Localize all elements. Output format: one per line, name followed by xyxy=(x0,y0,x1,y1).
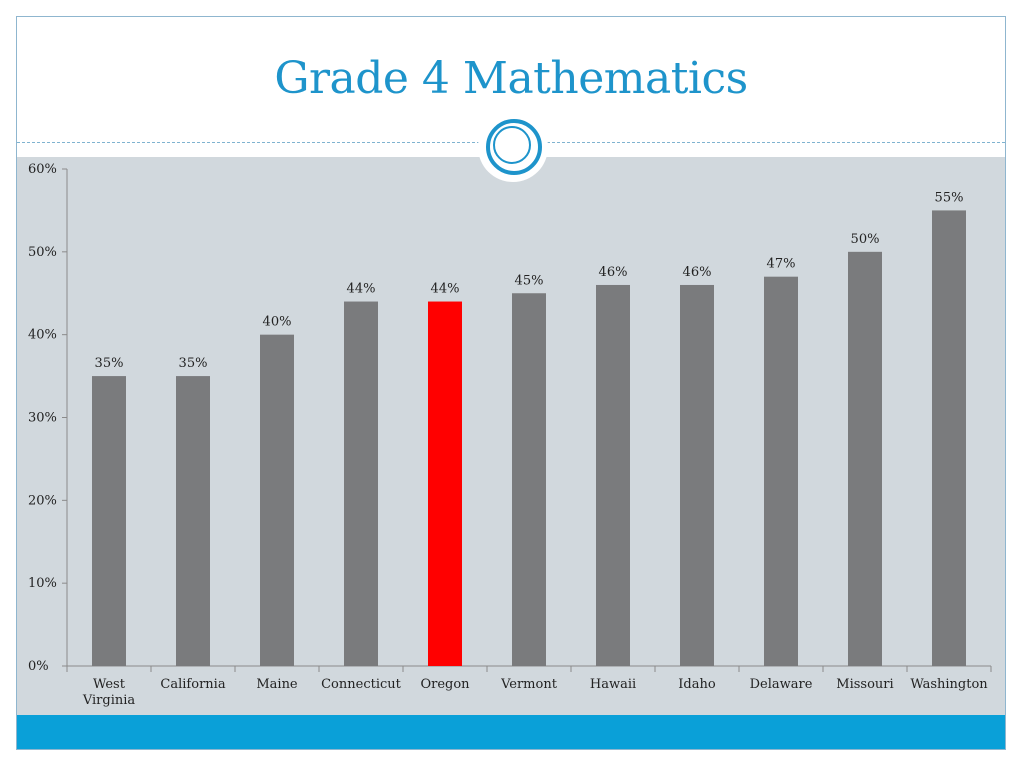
y-tick-label: 50% xyxy=(28,245,57,260)
x-tick-label-line: Missouri xyxy=(836,677,893,692)
x-tick-label: Idaho xyxy=(678,677,716,692)
x-tick-label-line: Washington xyxy=(910,677,988,692)
bar-value-label: 46% xyxy=(683,265,712,280)
slide-title: Grade 4 Mathematics xyxy=(274,53,748,104)
x-tick-label: Oregon xyxy=(420,677,470,692)
bar-value-label: 55% xyxy=(935,190,964,205)
circle-ornament-inner xyxy=(493,126,531,164)
x-tick-label: Washington xyxy=(910,677,988,692)
bar xyxy=(92,376,126,666)
bar xyxy=(596,284,630,666)
x-tick-label: Maine xyxy=(256,677,298,692)
x-tick-label-line: California xyxy=(160,677,225,692)
bar-value-label: 40% xyxy=(263,315,292,330)
x-tick-label-line: Delaware xyxy=(750,677,813,692)
x-tick-label: Delaware xyxy=(750,677,813,692)
bar-value-label: 44% xyxy=(431,282,460,297)
x-tick-label: West Virginia xyxy=(82,677,136,708)
bar xyxy=(428,301,462,666)
x-tick-label-line: Idaho xyxy=(678,677,716,692)
x-tick-label-line: Oregon xyxy=(420,677,470,692)
footer-bar xyxy=(17,715,1005,749)
bar-value-label: 46% xyxy=(599,265,628,280)
bar xyxy=(680,284,714,666)
x-tick-label: California xyxy=(160,677,225,692)
bar-value-label: 44% xyxy=(347,282,376,297)
bar xyxy=(848,251,882,667)
bar-value-label: 50% xyxy=(851,232,880,247)
y-tick-label: 30% xyxy=(28,411,57,426)
x-tick-label-line: Vermont xyxy=(500,677,558,692)
bar xyxy=(344,301,378,666)
bar xyxy=(260,334,294,666)
bar-value-label: 45% xyxy=(515,273,544,288)
y-tick-label: 20% xyxy=(28,493,57,508)
x-tick-label: Missouri xyxy=(836,677,893,692)
x-tick-label: Vermont xyxy=(500,677,558,692)
bar xyxy=(512,293,546,666)
y-tick-label: 60% xyxy=(28,162,57,177)
bar-value-label: 35% xyxy=(179,356,208,371)
x-tick-label-line: Hawaii xyxy=(590,677,636,692)
bar xyxy=(764,276,798,666)
y-tick-label: 10% xyxy=(28,576,57,591)
x-tick-label-line: Virginia xyxy=(82,693,136,708)
bar xyxy=(932,210,966,666)
bar-value-label: 35% xyxy=(95,356,124,371)
x-tick-label-line: West xyxy=(93,677,126,692)
bar xyxy=(176,376,210,666)
x-tick-label: Hawaii xyxy=(590,677,636,692)
x-tick-label: Connecticut xyxy=(321,677,402,692)
y-tick-label: 40% xyxy=(28,328,57,343)
x-tick-label-line: Maine xyxy=(256,677,298,692)
bar-value-label: 47% xyxy=(767,257,796,272)
y-tick-label: 0% xyxy=(28,659,49,674)
x-tick-label-line: Connecticut xyxy=(321,677,402,692)
